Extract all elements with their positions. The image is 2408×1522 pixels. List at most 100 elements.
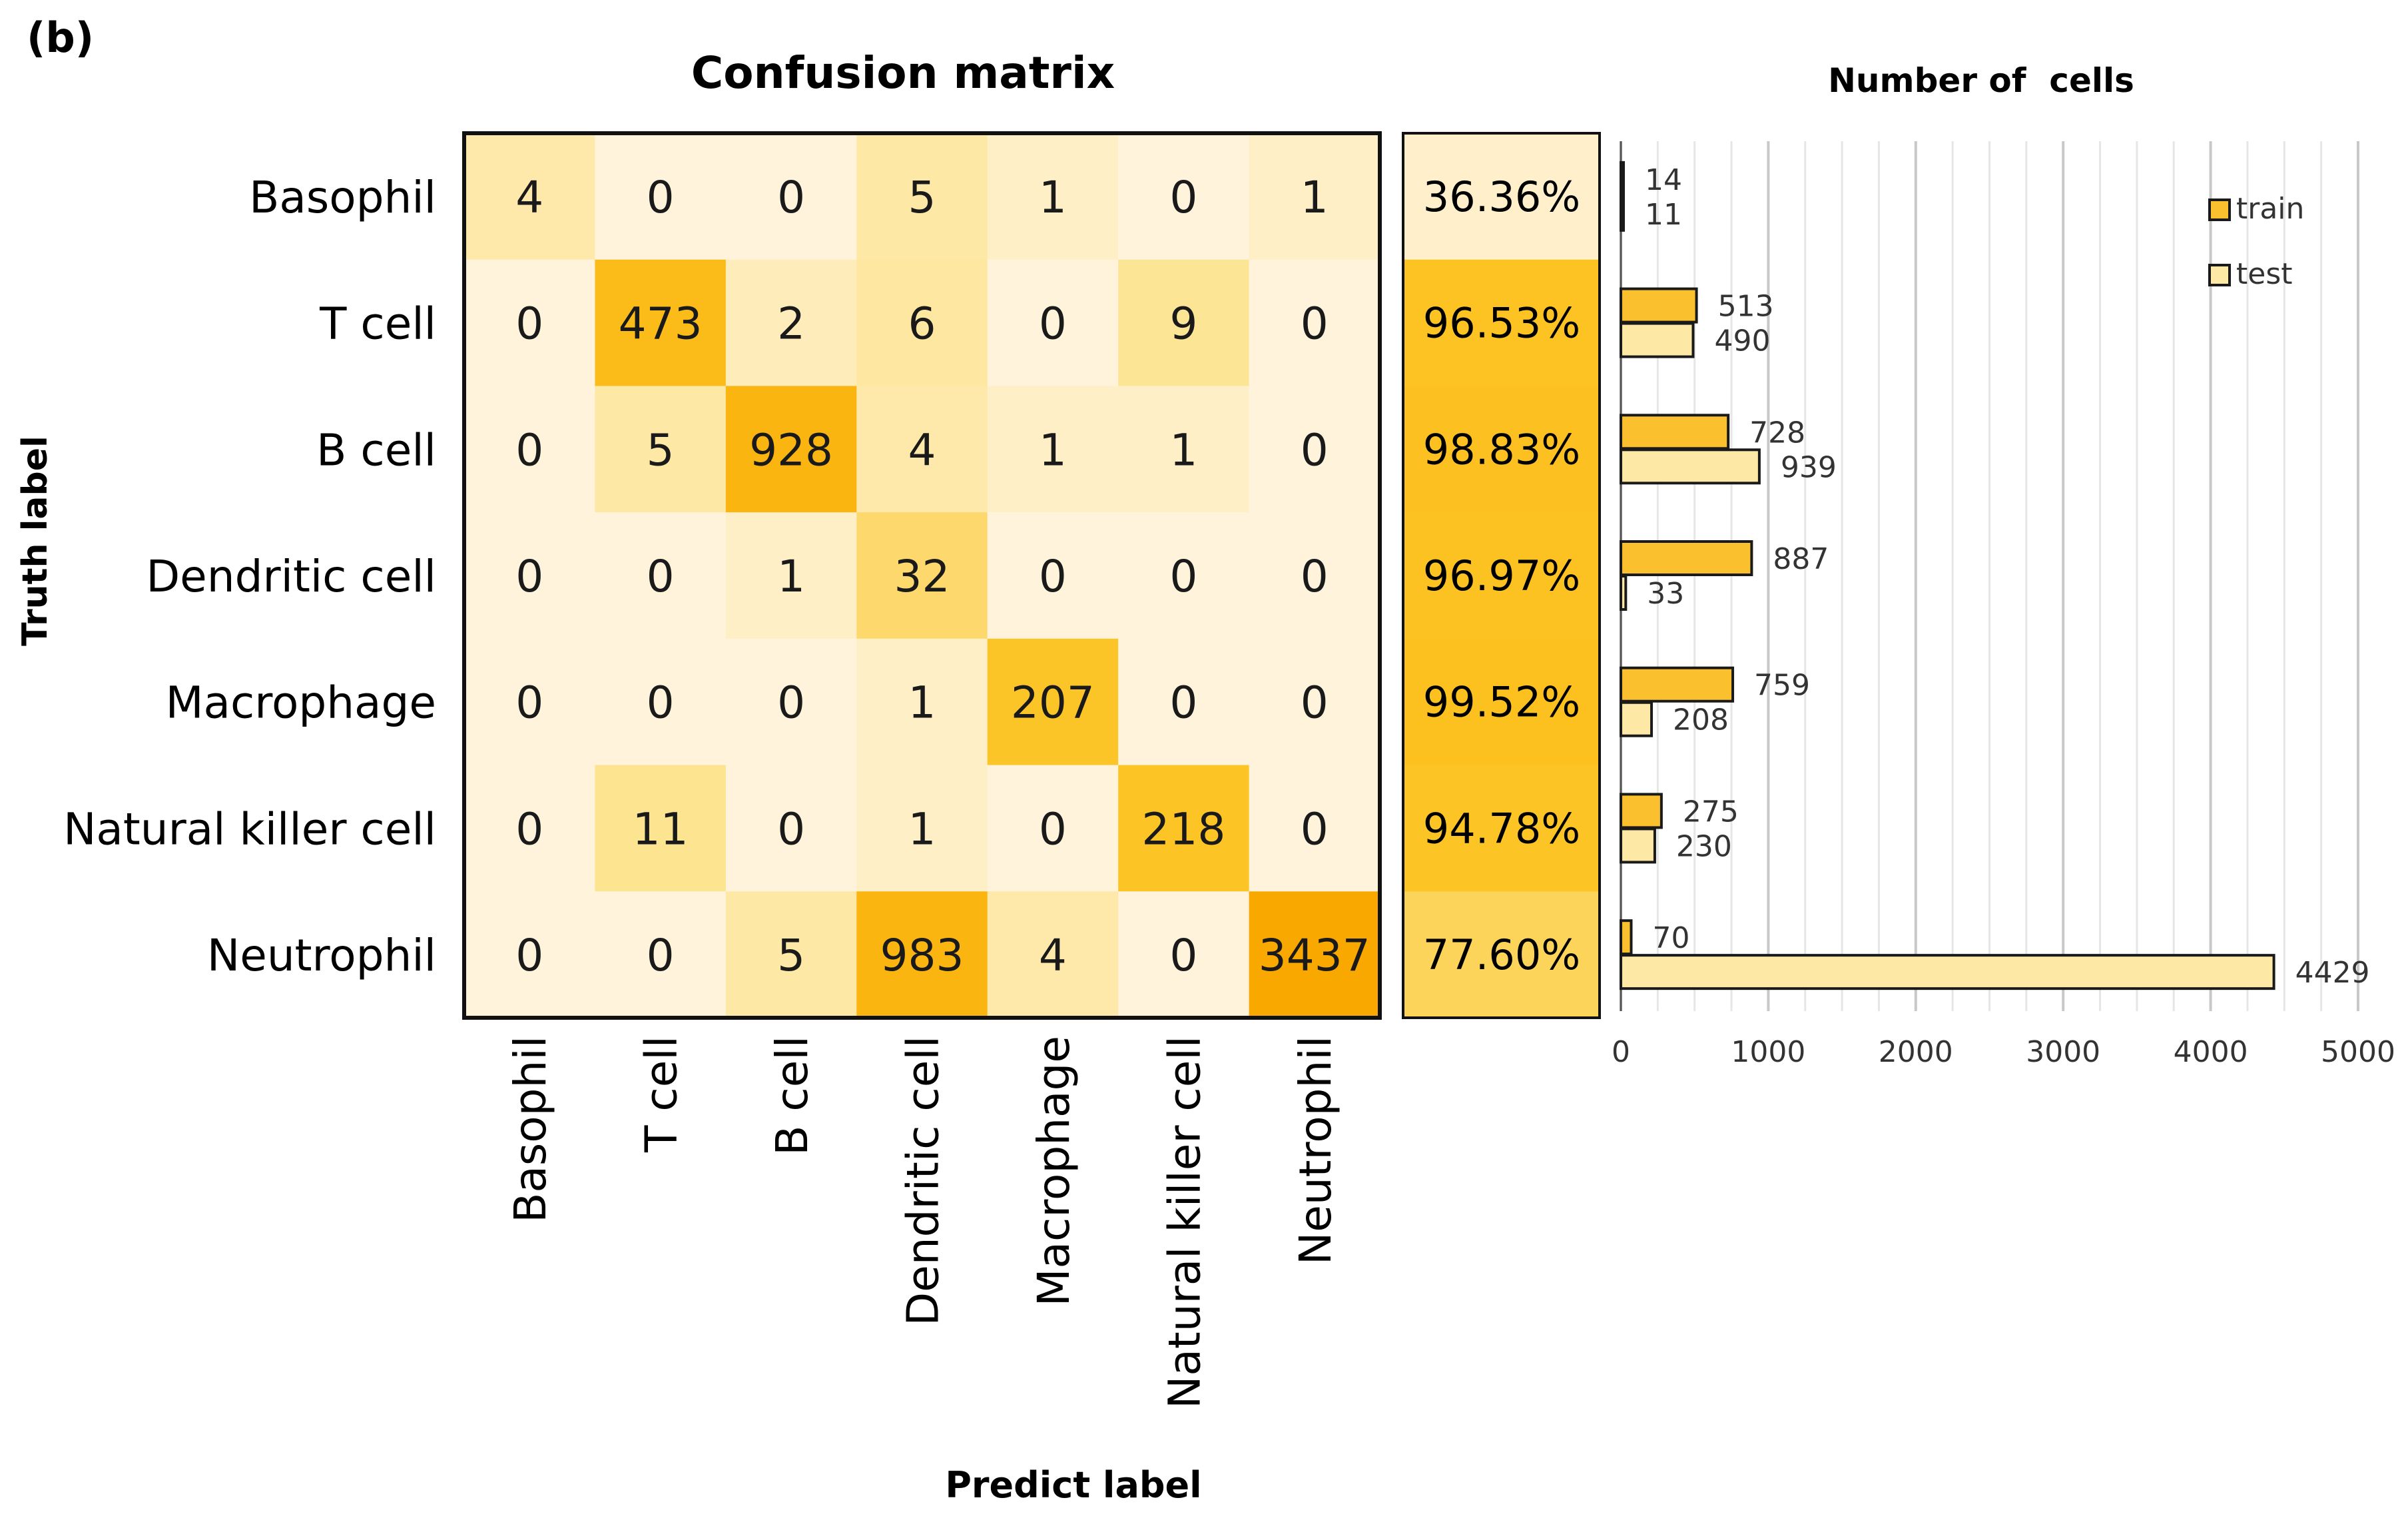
legend-label-test: test xyxy=(2236,257,2293,291)
cm-cell xyxy=(1249,133,1380,260)
panel-label: (b) xyxy=(27,13,94,62)
bar-value-label: 208 xyxy=(1673,703,1729,737)
cm-row-label: Dendritic cell xyxy=(146,551,436,602)
cm-value: 5 xyxy=(908,172,936,223)
acc-value: 98.83% xyxy=(1423,425,1580,474)
cm-value: 0 xyxy=(515,803,543,855)
cm-cell xyxy=(1249,386,1380,513)
cm-cell xyxy=(856,765,988,892)
cm-value: 4 xyxy=(1039,930,1067,981)
cm-value: 0 xyxy=(777,803,805,855)
cm-cell xyxy=(464,133,595,260)
cm-col-label: Dendritic cell xyxy=(898,1036,949,1326)
cm-row-label: B cell xyxy=(316,424,436,476)
cm-row-label: Basophil xyxy=(249,172,436,223)
bar-value-label: 939 xyxy=(1781,450,1837,484)
cm-col-label: B cell xyxy=(766,1036,818,1156)
bar-tick-label: 2000 xyxy=(1879,1035,1953,1069)
bar-value-label: 490 xyxy=(1714,324,1770,358)
cm-value: 0 xyxy=(1039,803,1067,855)
cm-value: 5 xyxy=(777,930,805,981)
cm-cell xyxy=(1249,891,1380,1018)
cm-value: 1 xyxy=(908,803,936,855)
cm-col-label: Basophil xyxy=(505,1036,556,1223)
cm-value: 0 xyxy=(1169,172,1197,223)
bar-value-label: 230 xyxy=(1676,829,1732,863)
cm-title: Confusion matrix xyxy=(691,47,1115,99)
cm-cell xyxy=(987,133,1119,260)
cm-value: 0 xyxy=(1169,930,1197,981)
cm-cell xyxy=(725,133,857,260)
cm-value: 0 xyxy=(1301,677,1329,729)
bar-train xyxy=(1620,414,1730,450)
acc-value: 36.36% xyxy=(1423,173,1580,221)
bar-value-label: 70 xyxy=(1652,921,1689,955)
cm-value: 4 xyxy=(908,424,936,476)
cm-value: 0 xyxy=(647,677,675,729)
bar-legend: train test xyxy=(2208,192,2304,291)
cm-cell xyxy=(464,891,595,1018)
cm-value: 0 xyxy=(777,677,805,729)
acc-value: 77.60% xyxy=(1423,931,1580,979)
cm-cell xyxy=(987,386,1119,513)
cm-col-labels: Basophil T cell B cell Dendritic cell Macrop… xyxy=(505,1036,1341,1409)
bar-value-label: 14 xyxy=(1645,163,1682,197)
legend-swatch-test xyxy=(2208,264,2231,286)
bar-test xyxy=(1620,448,1761,485)
bar-train xyxy=(1620,161,1625,197)
cm-cell xyxy=(725,765,857,892)
bar-train xyxy=(1620,919,1633,956)
cm-value: 2 xyxy=(777,298,805,350)
cm-cell xyxy=(856,891,988,1018)
cm-cell xyxy=(1118,259,1250,386)
cm-col-label: Macrophage xyxy=(1028,1036,1079,1306)
bar-tick-label: 1000 xyxy=(1731,1035,1805,1069)
cm-cell xyxy=(856,386,988,513)
cm-cell xyxy=(464,638,595,766)
cm-value: 0 xyxy=(1301,298,1329,350)
cm-value: 0 xyxy=(1039,298,1067,350)
acc-value: 96.53% xyxy=(1423,299,1580,348)
bar-value-label: 759 xyxy=(1754,669,1810,703)
cm-row-labels: Basophil T cell B cell Dendritic cell Macrop… xyxy=(63,172,436,981)
cm-value: 0 xyxy=(515,551,543,602)
cm-value: 1 xyxy=(1039,424,1067,476)
cm-value: 0 xyxy=(515,298,543,350)
acc-cell xyxy=(1403,765,1600,892)
cm-value: 0 xyxy=(1301,424,1329,476)
cm-value: 0 xyxy=(777,172,805,223)
cm-value: 983 xyxy=(880,930,964,981)
cm-value: 5 xyxy=(647,424,675,476)
acc-cell xyxy=(1403,386,1600,513)
cm-value: 32 xyxy=(894,551,950,602)
cm-value: 218 xyxy=(1141,803,1225,855)
bar-title: Number of cells xyxy=(1828,61,2134,100)
cm-cell xyxy=(1118,133,1250,260)
cm-frame xyxy=(462,131,1382,1020)
cm-value: 0 xyxy=(1039,551,1067,602)
bar-value-label: 887 xyxy=(1773,542,1829,576)
cm-cell xyxy=(595,133,727,260)
bar-value-label: 728 xyxy=(1749,416,1805,450)
cm-cell xyxy=(464,765,595,892)
cm-cell xyxy=(856,259,988,386)
cm-col-label: Natural killer cell xyxy=(1159,1036,1210,1409)
cm-cell xyxy=(856,133,988,260)
bar-train xyxy=(1620,793,1663,829)
bar-test xyxy=(1620,195,1625,232)
cm-cell xyxy=(464,259,595,386)
legend-swatch-train xyxy=(2208,198,2231,221)
bar-value-label: 513 xyxy=(1718,290,1774,324)
cm-cell xyxy=(595,512,727,639)
cm-value: 4 xyxy=(515,172,543,223)
cm-value: 928 xyxy=(749,424,833,476)
acc-cell xyxy=(1403,259,1600,386)
cm-value: 0 xyxy=(1301,803,1329,855)
acc-value: 99.52% xyxy=(1423,678,1580,727)
acc-frame xyxy=(1402,132,1601,1019)
bar-test xyxy=(1620,827,1656,864)
cm-cell xyxy=(987,259,1119,386)
